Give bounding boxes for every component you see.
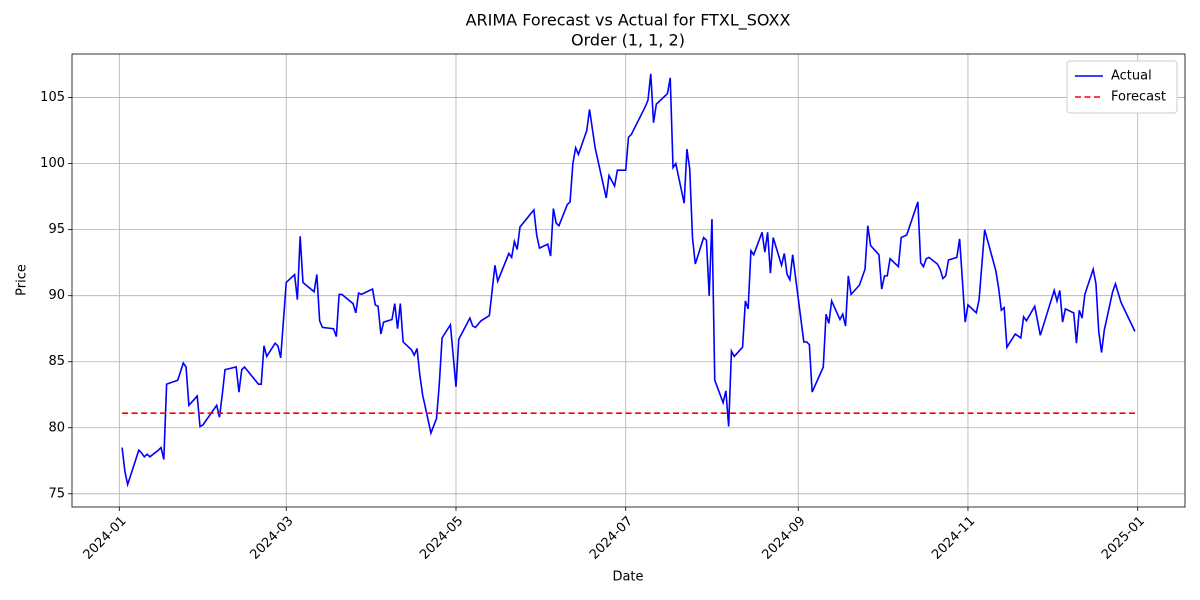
legend: Actual Forecast [1066,60,1178,114]
axes-frame [71,53,1186,508]
y-tick-label: 100 [40,156,65,171]
y-tick-label: 80 [48,420,65,435]
legend-label: Actual [1111,69,1152,84]
x-axis-label: Date [612,570,643,585]
y-tick-label: 105 [40,90,65,105]
chart-title: ARIMA Forecast vs Actual for FTXL_SOXX [466,11,791,31]
legend-box [1066,60,1178,114]
y-tick-label: 85 [48,354,65,369]
y-axis-label: Price [15,264,30,296]
y-tick-label: 90 [48,288,65,303]
series-line [121,73,1136,488]
legend-label: Forecast [1111,90,1166,105]
chart-subtitle: Order (1, 1, 2) [571,31,685,50]
y-tick-label: 95 [48,222,65,237]
y-tick-label: 75 [48,486,65,501]
